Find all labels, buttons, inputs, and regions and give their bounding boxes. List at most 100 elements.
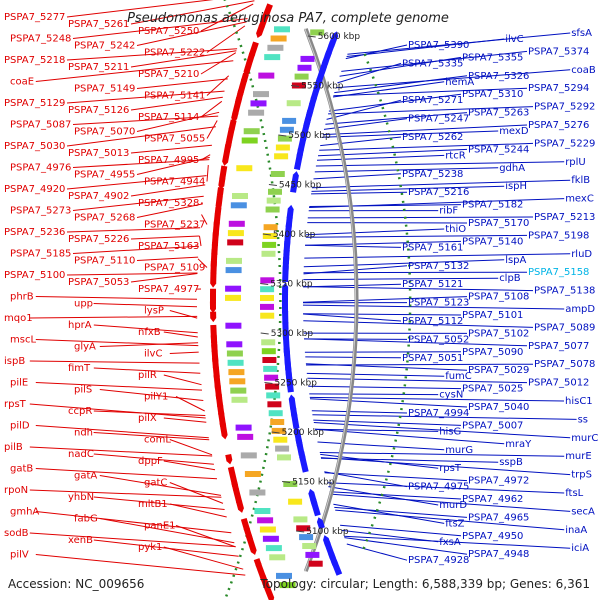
leader-line-right (303, 286, 534, 292)
gene-label-right: PSPA7_5140 (462, 236, 523, 247)
gene-label-right: thiO (445, 224, 466, 235)
gene-label-left: dppF (138, 456, 163, 467)
leader-line-right (339, 56, 462, 77)
leader-line-right (333, 87, 528, 97)
reverse-strand-cog-block (227, 359, 244, 366)
gene-label-left: PSPA7_5114 (138, 112, 199, 123)
leader-line-left (29, 446, 213, 457)
leader-line-left (35, 382, 203, 391)
gene-label-left: phrB (10, 292, 34, 303)
forward-strand-cog-block (263, 224, 278, 231)
forward-strand-cog-block (268, 410, 283, 417)
reverse-strand-cog-block (232, 193, 248, 199)
gene-label-left: PSPA7_5053 (68, 277, 129, 288)
gene-label-left: pilV (10, 550, 29, 561)
forward-strand-cog-block (266, 197, 281, 204)
gene-label-right: PSPA7_5355 (462, 52, 523, 63)
forward-strand-cog-block (262, 233, 277, 239)
scale-tick-label: 5450 kbp (279, 181, 322, 191)
leader-line-left (66, 272, 198, 276)
gene-label-right: PSPA7_5374 (528, 46, 589, 57)
leader-line-right (311, 185, 505, 192)
leader-line-left (201, 214, 208, 225)
forward-strand-cog-block (288, 498, 303, 505)
reverse-strand-gene (218, 177, 226, 190)
scale-tick-label: 5250 kbp (275, 379, 318, 389)
leader-line-right (341, 529, 439, 543)
forward-strand-cog-block (308, 560, 323, 567)
gene-label-left: ndh (74, 428, 93, 439)
gene-label-left: PSPA7_5226 (68, 234, 129, 245)
leader-line-right (305, 228, 445, 236)
gene-label-left: gatB (10, 464, 33, 475)
leader-line-right (325, 112, 468, 125)
leader-line-left (175, 396, 205, 412)
gene-label-right: gdhA (499, 163, 525, 174)
leader-line-left (163, 460, 216, 471)
leader-line-right (343, 535, 571, 549)
reverse-strand-gene (256, 24, 265, 39)
forward-strand-cog-block (291, 82, 306, 89)
gene-label-left: PSPA7_5070 (74, 127, 135, 138)
gene-label-left: gatC (144, 478, 167, 489)
gene-label-right: PSPA7_5244 (468, 144, 529, 155)
leader-line-right (311, 179, 571, 189)
gene-label-right: PSPA7_5247 (408, 114, 469, 125)
gene-label-right: PSPA7_5213 (534, 212, 595, 223)
forward-strand-cog-block (275, 445, 290, 452)
gene-label-right: PSPA7_5161 (402, 242, 463, 253)
gc-skew-outer (223, 0, 282, 600)
forward-strand-cog-block (261, 339, 276, 346)
leader-line-left (35, 339, 199, 347)
gene-label-right: coaB (571, 65, 596, 76)
gene-label-left: rpsT (4, 399, 27, 410)
forward-strand-cog-block (299, 534, 314, 541)
gene-label-right: PSPA7_4928 (408, 555, 469, 566)
gene-label-right: ribF (439, 206, 458, 217)
reverse-strand-cog-block (274, 26, 290, 33)
gene-label-right: PSPA7_5262 (402, 132, 463, 143)
gene-label-left: PSPA7_5087 (10, 120, 71, 131)
gene-label-left: pilD (10, 421, 30, 432)
leader-line-right (303, 313, 402, 322)
leader-line-right (305, 240, 462, 246)
leader-line-left (199, 236, 202, 247)
gene-label-left: PSPA7_5218 (4, 55, 65, 66)
reverse-strand-cog-block (230, 387, 247, 394)
genome-ring (223, 0, 412, 600)
forward-strand-gene (282, 318, 289, 330)
forward-strand-cog-block (260, 277, 275, 284)
gene-label-right: PSPA7_5101 (462, 310, 523, 321)
leader-line-right (303, 271, 528, 274)
reverse-strand-cog-block (236, 165, 253, 172)
gene-label-right: rtcR (445, 150, 466, 161)
gene-label-right: trpS (571, 470, 592, 481)
gene-label-right: PSPA7_5229 (534, 138, 595, 149)
leader-line-right (328, 106, 534, 115)
gene-label-right: lspA (505, 255, 526, 266)
leader-line-left (29, 360, 200, 364)
leader-line-right (337, 62, 402, 84)
scale-tick-mark (260, 332, 269, 335)
gene-label-right: PSPA7_5040 (468, 402, 529, 413)
leader-line-left (206, 165, 209, 182)
reverse-strand-cog-block (225, 322, 242, 329)
leader-line-left (136, 156, 210, 175)
gene-label-left: PSPA7_5030 (4, 141, 65, 152)
scale-tick-label: 5200 kbp (282, 428, 325, 438)
leader-line-left (93, 367, 201, 374)
leader-line-left (130, 96, 223, 111)
scale-tick-label: 5100 kbp (306, 527, 349, 537)
gene-label-left: upp (74, 299, 93, 310)
leader-line-left (169, 439, 213, 456)
gene-label-right: PSPA7_5051 (402, 353, 463, 364)
leader-line-right (313, 422, 571, 439)
gene-label-left: PSPA7_5268 (74, 213, 135, 224)
leader-line-left (29, 489, 222, 498)
forward-strand-cog-block (268, 188, 282, 195)
leader-line-right (332, 81, 445, 98)
gene-label-left: PSPA7_5250 (138, 26, 199, 37)
reverse-strand-gene (210, 270, 217, 288)
scale-tick-label: 5150 kbp (292, 478, 335, 488)
reverse-strand-cog-block (228, 220, 245, 227)
